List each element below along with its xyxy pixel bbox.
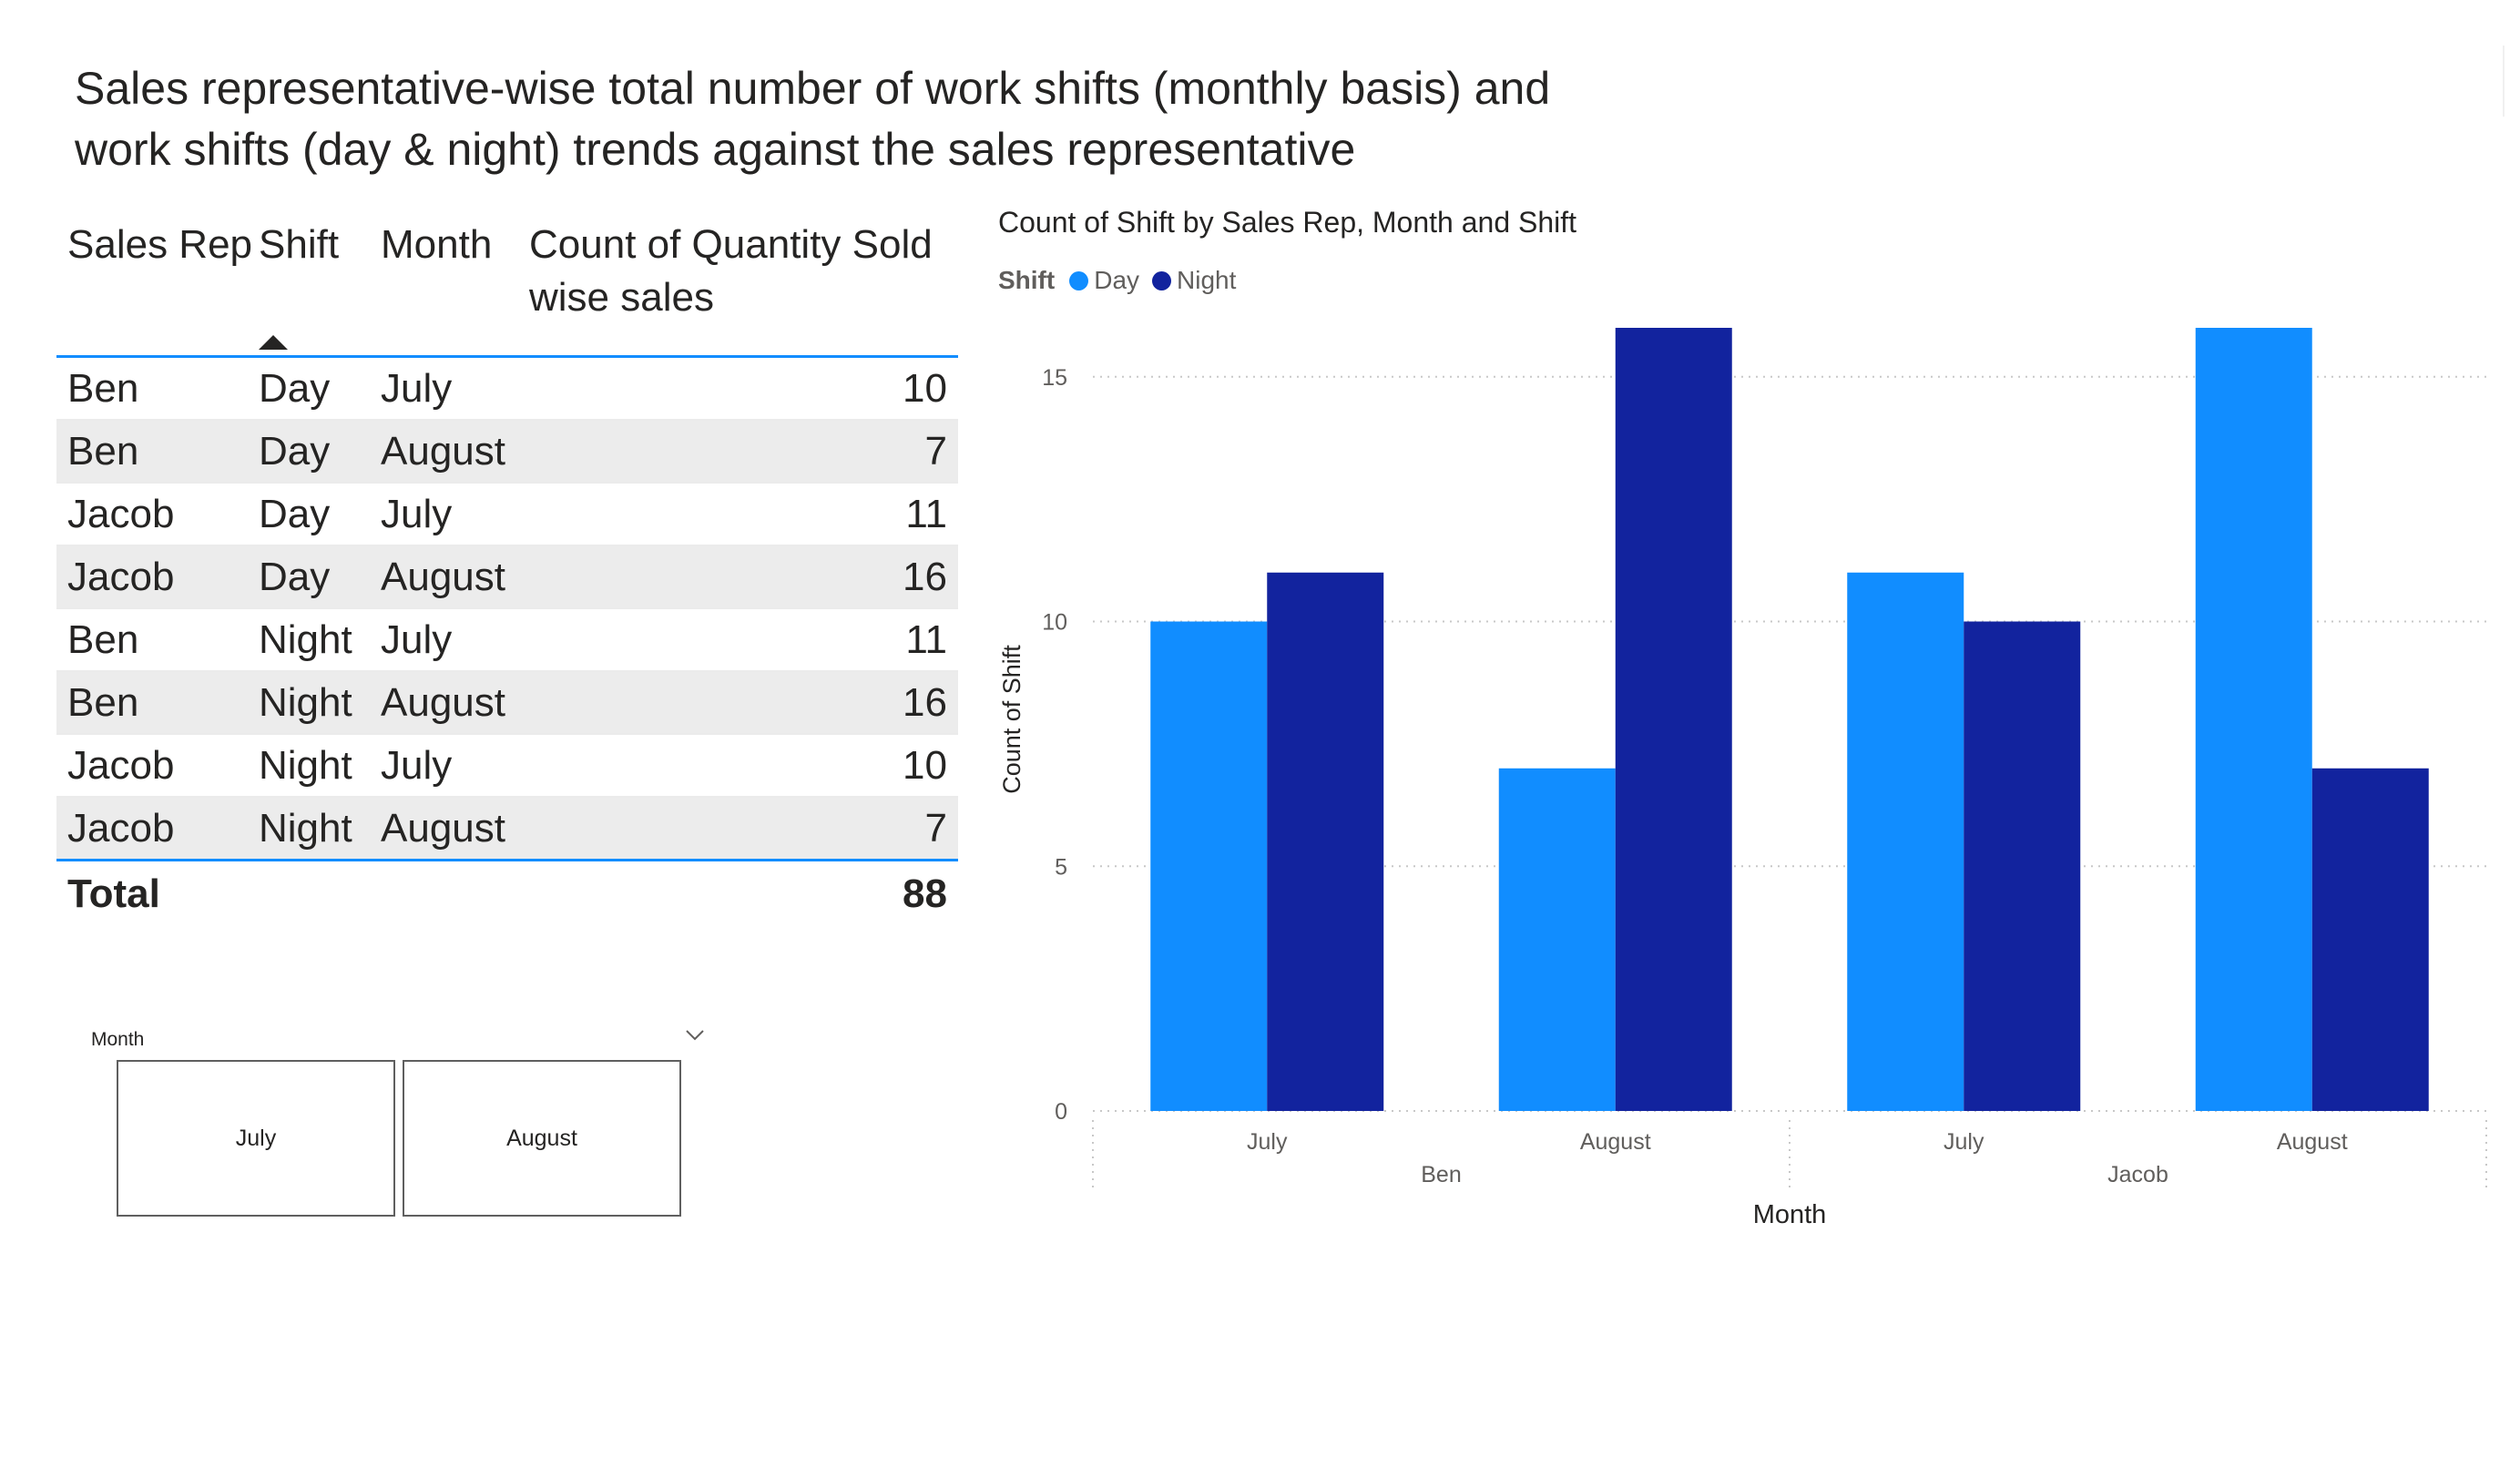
bar-day-3[interactable] [2195, 328, 2312, 1111]
y-tick-label: 15 [1042, 365, 1067, 391]
legend-label-day: Day [1094, 266, 1140, 294]
header-count-line-1: Count of Quantity Sold [529, 222, 933, 267]
bar-day-1[interactable] [1498, 768, 1616, 1111]
bar-chart: 0 5 10 15 July August July August Ben Jacob Month C… [998, 328, 2487, 1229]
cell-rep: Ben [67, 366, 139, 411]
cell-count: 7 [924, 806, 947, 851]
cell-month: August [381, 806, 505, 851]
cell-month: August [381, 555, 505, 599]
y-tick-label: 5 [1055, 854, 1067, 880]
cell-month: July [381, 366, 453, 411]
header-month[interactable]: Month [381, 222, 493, 267]
cell-rep: Ben [67, 429, 139, 474]
x-axis-title: Month [1753, 1200, 1827, 1229]
cell-rep: Jacob [67, 555, 175, 599]
cell-month: August [381, 680, 505, 725]
legend-item-night[interactable]: Night [1152, 266, 1236, 295]
chart-title: Count of Shift by Sales Rep, Month and S… [998, 206, 1577, 239]
legend-label-night: Night [1177, 266, 1237, 294]
cell-shift: Night [259, 680, 352, 725]
table-row[interactable]: Ben Night August 16 [56, 672, 958, 735]
x-tick-label: July [1247, 1129, 1288, 1155]
cell-count: 11 [905, 617, 947, 662]
legend-item-day[interactable]: Day [1069, 266, 1139, 295]
bar-night-2[interactable] [1964, 621, 2081, 1112]
x-group-label: Jacob [2107, 1162, 2168, 1187]
cell-month: July [381, 743, 453, 788]
y-axis-title: Count of Shift [998, 645, 1025, 794]
header-count[interactable]: Count of Quantity Sold wise sales [529, 219, 933, 324]
cell-count: 7 [924, 429, 947, 474]
table-row[interactable]: Jacob Day July 11 [56, 484, 958, 546]
table-row[interactable]: Jacob Night August 7 [56, 798, 958, 861]
page-title-line-2: work shifts (day & night) trends against… [75, 124, 1356, 175]
x-group-label: Ben [1421, 1162, 1461, 1187]
page-title-line-1: Sales representative-wise total number o… [75, 63, 1551, 114]
legend-dot-day [1069, 270, 1089, 290]
slicer-option-august[interactable]: August [403, 1060, 681, 1217]
header-shift[interactable]: Shift [259, 222, 340, 267]
header-sales-rep[interactable]: Sales Rep [67, 222, 253, 267]
header-count-line-2: wise sales [529, 275, 714, 320]
table-total-row: Total 88 [56, 861, 958, 927]
table-header: Sales Rep Shift Month Count of Quantity … [56, 219, 958, 358]
cell-count: 10 [903, 366, 947, 411]
legend-title: Shift [998, 266, 1056, 294]
x-tick-label: August [1580, 1129, 1651, 1155]
table-row[interactable]: Ben Night July 11 [56, 609, 958, 672]
sort-ascending-icon[interactable] [259, 335, 288, 350]
cell-rep: Ben [67, 617, 139, 662]
cell-shift: Day [259, 429, 331, 474]
cell-month: August [381, 429, 505, 474]
cell-rep: Ben [67, 680, 139, 725]
x-tick-label: August [2277, 1129, 2348, 1155]
bar-day-0[interactable] [1150, 621, 1268, 1112]
table-row[interactable]: Jacob Night July 10 [56, 735, 958, 798]
y-tick-label: 10 [1042, 610, 1067, 636]
cell-month: July [381, 617, 453, 662]
cell-count: 16 [903, 555, 947, 599]
table-body: Ben Day July 10 Ben Day August 7 Jacob Day July 11 J… [56, 358, 958, 861]
shift-table: Sales Rep Shift Month Count of Quantity … [56, 219, 958, 927]
table-row[interactable]: Jacob Day August 16 [56, 546, 958, 609]
cell-shift: Day [259, 555, 331, 599]
x-tick-label: July [1944, 1129, 1984, 1155]
cell-rep: Jacob [67, 806, 175, 851]
bar-night-1[interactable] [1615, 328, 1732, 1111]
cell-count: 11 [905, 492, 947, 536]
table-row[interactable]: Ben Day July 10 [56, 358, 958, 421]
cell-month: July [381, 492, 453, 536]
page-title: Sales representative-wise total number o… [75, 58, 1623, 180]
cell-shift: Night [259, 743, 352, 788]
table-row[interactable]: Ben Day August 7 [56, 421, 958, 484]
cell-shift: Day [259, 366, 331, 411]
visual-border-mark [2503, 46, 2505, 117]
cell-count: 10 [903, 743, 947, 788]
chart-legend: Shift Day Night [998, 264, 1249, 297]
y-tick-label: 0 [1055, 1099, 1067, 1125]
cell-shift: Day [259, 492, 331, 536]
total-label: Total [67, 871, 160, 916]
chevron-down-icon[interactable] [681, 1024, 709, 1045]
cell-shift: Night [259, 617, 352, 662]
bar-night-0[interactable] [1267, 572, 1384, 1111]
cell-count: 16 [903, 680, 947, 725]
month-slicer: Month July August [91, 1022, 710, 1222]
cell-rep: Jacob [67, 492, 175, 536]
legend-dot-night [1152, 270, 1172, 290]
bar-night-3[interactable] [2311, 768, 2429, 1111]
cell-shift: Night [259, 806, 352, 851]
cell-rep: Jacob [67, 743, 175, 788]
total-value: 88 [903, 871, 947, 916]
bar-day-2[interactable] [1847, 572, 1964, 1111]
slicer-option-july[interactable]: July [117, 1060, 395, 1217]
slicer-title: Month [91, 1029, 145, 1050]
